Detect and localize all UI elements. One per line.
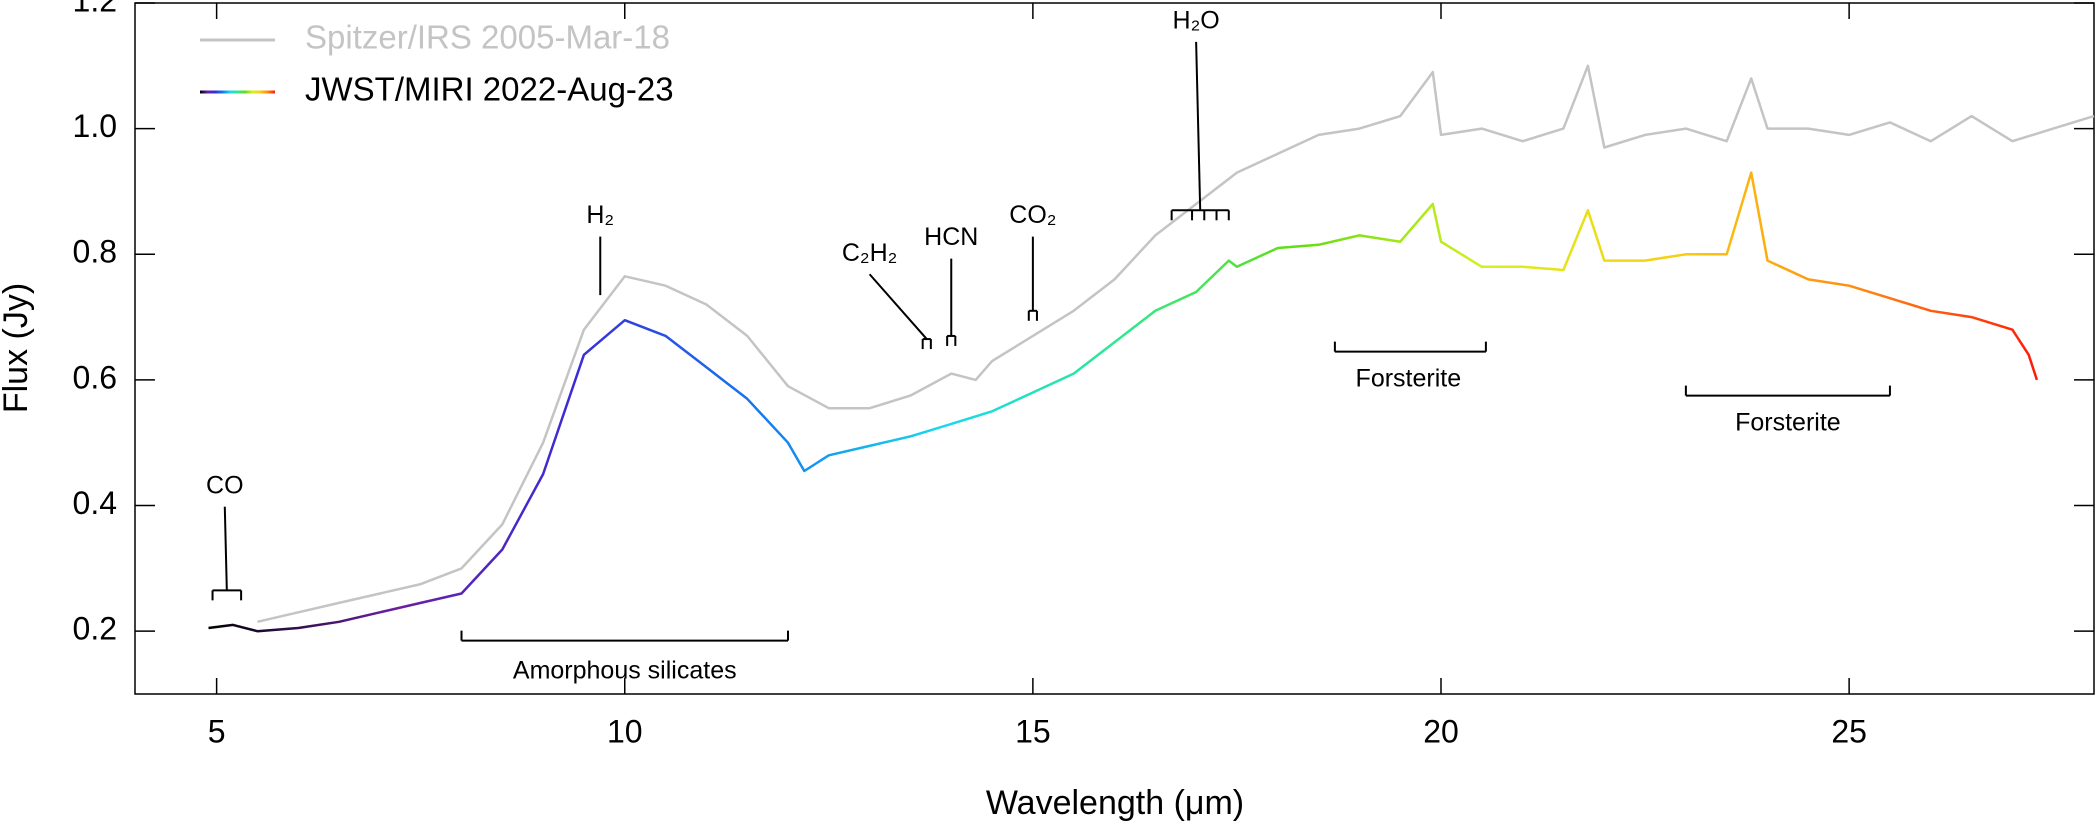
x-tick-label: 10 xyxy=(607,713,643,749)
annotation-label: Amorphous silicates xyxy=(513,657,737,685)
y-tick-label: 0.2 xyxy=(73,611,117,647)
annotation-label: C₂H₂ xyxy=(842,239,898,267)
annotation-leader xyxy=(1195,41,1202,211)
y-tick-label: 1.0 xyxy=(73,108,117,144)
annotation-label: Forsterite xyxy=(1735,408,1841,436)
y-tick-label: 1.2 xyxy=(73,0,117,18)
y-tick-label: 0.4 xyxy=(73,485,117,521)
spectrum-line xyxy=(208,171,2039,633)
x-tick-label: 15 xyxy=(1015,713,1051,749)
annotation-label: H₂ xyxy=(586,201,614,229)
legend-swatch xyxy=(200,90,275,94)
annotation-label: H₂O xyxy=(1173,6,1220,34)
annotation-leader xyxy=(223,506,228,591)
legend-label: Spitzer/IRS 2005-Mar-18 xyxy=(305,19,670,56)
legend-swatch xyxy=(200,38,275,42)
annotation-label: CO₂ xyxy=(1009,201,1056,229)
x-tick-label: 5 xyxy=(208,713,226,749)
annotation-label: CO xyxy=(206,471,244,499)
y-tick-label: 0.8 xyxy=(73,234,117,270)
annotation-label: Forsterite xyxy=(1356,365,1462,393)
annotation-label: HCN xyxy=(924,223,978,251)
y-tick-label: 0.6 xyxy=(73,359,117,395)
legend-label: JWST/MIRI 2022-Aug-23 xyxy=(305,71,674,108)
x-tick-label: 25 xyxy=(1831,713,1867,749)
spectrum-line xyxy=(257,64,2095,624)
y-axis-title: Flux (Jy) xyxy=(0,283,35,413)
x-axis-title: Wavelength (μm) xyxy=(986,784,1244,822)
x-tick-label: 20 xyxy=(1423,713,1459,749)
plot-frame xyxy=(134,2,2095,695)
annotation-leader xyxy=(868,273,928,340)
